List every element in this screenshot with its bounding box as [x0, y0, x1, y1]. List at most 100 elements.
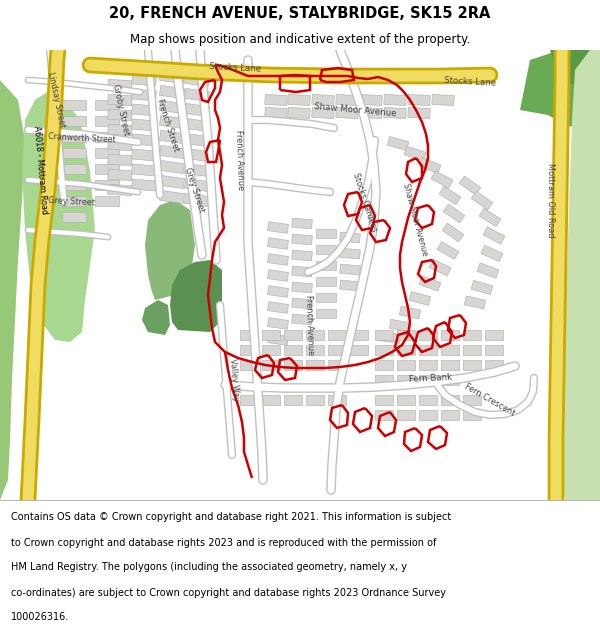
- Bar: [306, 345, 324, 355]
- Bar: [397, 395, 415, 405]
- Bar: [397, 330, 415, 340]
- Bar: [312, 107, 334, 119]
- Bar: [306, 360, 324, 370]
- Bar: [463, 360, 481, 370]
- Bar: [360, 94, 382, 106]
- Bar: [292, 282, 313, 293]
- Bar: [62, 180, 86, 190]
- Bar: [463, 345, 481, 355]
- Text: Lindsay Street: Lindsay Street: [46, 71, 66, 129]
- Bar: [108, 139, 132, 151]
- Bar: [131, 149, 157, 161]
- Bar: [441, 375, 459, 385]
- Bar: [340, 280, 361, 291]
- Bar: [184, 73, 209, 87]
- Bar: [328, 360, 346, 370]
- Bar: [184, 103, 209, 117]
- Text: Map shows position and indicative extent of the property.: Map shows position and indicative extent…: [130, 32, 470, 46]
- Text: Groby Street: Groby Street: [111, 84, 131, 136]
- Bar: [316, 293, 336, 302]
- Polygon shape: [170, 260, 222, 332]
- Bar: [160, 191, 185, 204]
- Bar: [441, 395, 459, 405]
- Bar: [375, 395, 393, 405]
- Bar: [131, 119, 157, 131]
- Bar: [443, 204, 465, 223]
- Bar: [62, 100, 86, 110]
- Bar: [284, 345, 302, 355]
- Bar: [95, 100, 119, 110]
- Bar: [429, 259, 451, 276]
- Bar: [265, 107, 287, 119]
- Bar: [184, 133, 209, 147]
- Bar: [316, 261, 336, 270]
- Bar: [240, 345, 258, 355]
- Bar: [262, 395, 280, 405]
- Bar: [95, 164, 119, 174]
- Bar: [404, 146, 426, 161]
- Bar: [108, 79, 132, 91]
- Polygon shape: [145, 200, 195, 300]
- Text: Shaw Moor Avenue: Shaw Moor Avenue: [314, 102, 397, 118]
- Text: Shaw Moor Avenue: Shaw Moor Avenue: [401, 182, 429, 258]
- Polygon shape: [22, 90, 95, 342]
- Bar: [375, 410, 393, 420]
- Bar: [463, 330, 481, 340]
- Bar: [265, 94, 287, 106]
- Bar: [471, 191, 493, 210]
- Bar: [389, 319, 410, 332]
- Bar: [62, 212, 86, 222]
- Bar: [328, 330, 346, 340]
- Bar: [268, 238, 289, 249]
- Bar: [108, 184, 132, 196]
- Text: co-ordinates) are subject to Crown copyright and database rights 2023 Ordnance S: co-ordinates) are subject to Crown copyr…: [11, 588, 446, 598]
- Bar: [384, 107, 406, 119]
- Bar: [268, 222, 289, 233]
- Bar: [95, 116, 119, 126]
- Bar: [441, 410, 459, 420]
- Bar: [350, 345, 368, 355]
- Bar: [485, 360, 503, 370]
- Bar: [419, 410, 437, 420]
- Bar: [160, 86, 185, 99]
- Bar: [328, 395, 346, 405]
- Text: Stocks Gardens: Stocks Gardens: [351, 171, 379, 232]
- Bar: [384, 94, 406, 106]
- Bar: [108, 124, 132, 136]
- Bar: [399, 306, 421, 319]
- Bar: [268, 318, 289, 329]
- Bar: [131, 179, 157, 191]
- Bar: [441, 345, 459, 355]
- Bar: [62, 116, 86, 126]
- Text: HM Land Registry. The polygons (including the associated geometry, namely x, y: HM Land Registry. The polygons (includin…: [11, 562, 407, 572]
- Bar: [95, 132, 119, 142]
- Text: to Crown copyright and database rights 2023 and is reproduced with the permissio: to Crown copyright and database rights 2…: [11, 538, 436, 548]
- Bar: [419, 375, 437, 385]
- Bar: [419, 276, 441, 291]
- Bar: [292, 298, 313, 309]
- Bar: [306, 330, 324, 340]
- Bar: [441, 360, 459, 370]
- Bar: [408, 107, 430, 119]
- Bar: [316, 309, 336, 318]
- Bar: [328, 345, 346, 355]
- Bar: [292, 266, 313, 277]
- Bar: [439, 186, 461, 204]
- Bar: [481, 246, 503, 262]
- Text: Valley Way: Valley Way: [227, 358, 241, 402]
- Bar: [312, 94, 334, 106]
- Bar: [397, 345, 415, 355]
- Bar: [471, 281, 493, 294]
- Bar: [160, 146, 185, 159]
- Bar: [419, 395, 437, 405]
- Bar: [316, 229, 336, 238]
- Bar: [184, 193, 209, 207]
- Bar: [184, 178, 209, 192]
- Bar: [268, 286, 289, 298]
- Bar: [268, 269, 289, 281]
- Bar: [262, 360, 280, 370]
- Bar: [442, 223, 464, 242]
- Bar: [184, 88, 209, 102]
- Bar: [268, 334, 289, 346]
- Bar: [95, 180, 119, 190]
